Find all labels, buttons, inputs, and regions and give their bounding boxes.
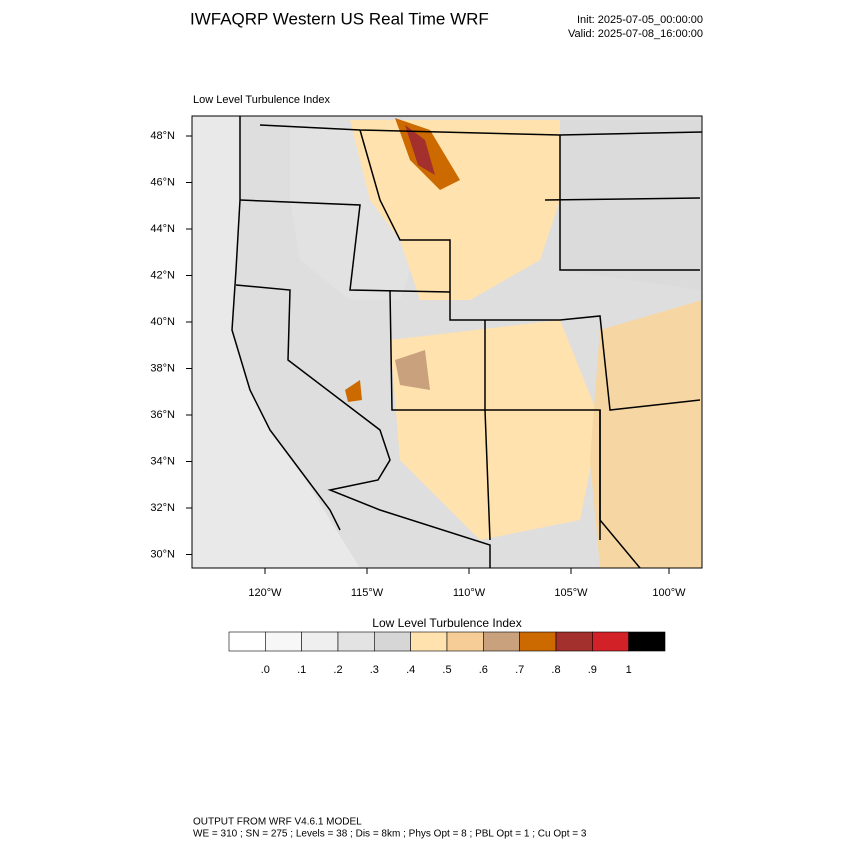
- colorbar: .0 .1 .2 .3 .4 .5 .6 .7 .8 .9 1: [228, 631, 666, 676]
- turbulence-high: [345, 380, 362, 402]
- lat-label: 32°N: [150, 502, 175, 514]
- gray-area: [560, 120, 702, 290]
- valid-time: Valid: 2025-07-08_16:00:00: [568, 28, 703, 40]
- colorbar-swatch: [592, 631, 629, 652]
- colorbar-label: 1: [626, 664, 632, 676]
- colorbar-label: .0: [261, 664, 270, 676]
- colorbar-swatch: [374, 631, 411, 652]
- colorbar-label: .6: [479, 664, 488, 676]
- axis-labels: 48°N 46°N 44°N 42°N 40°N 38°N 36°N 34°N 32°N 30°N…: [150, 130, 686, 599]
- map-label: Low Level Turbulence Index: [193, 94, 330, 106]
- colorbar-label: .2: [333, 664, 342, 676]
- colorbar-label: .1: [297, 664, 306, 676]
- map: [191, 115, 703, 569]
- gray-area: [290, 120, 420, 300]
- colorbar-title: Low Level Turbulence Index: [372, 616, 521, 630]
- lat-label: 34°N: [150, 455, 175, 467]
- lon-label: 120°W: [248, 587, 282, 599]
- turbulence-max: [405, 125, 435, 175]
- lat-label: 48°N: [150, 130, 175, 142]
- colorbar-swatch: [483, 631, 520, 652]
- colorbar-label: .7: [515, 664, 524, 676]
- colorbar-swatch: [555, 631, 593, 652]
- colorbar-swatch: [337, 631, 375, 652]
- colorbar-label: .3: [370, 664, 379, 676]
- colorbar-swatch: [410, 631, 448, 652]
- colorbar-swatch: [446, 631, 484, 652]
- lon-label: 100°W: [652, 587, 686, 599]
- lon-label: 115°W: [351, 587, 384, 599]
- borders: [231, 116, 702, 568]
- lat-label: 46°N: [150, 176, 175, 188]
- footer-settings: WE = 310 ; SN = 275 ; Levels = 38 ; Dis …: [193, 829, 587, 840]
- colorbar-label: .4: [406, 664, 415, 676]
- title: IWFAQRP Western US Real Time WRF: [190, 9, 489, 28]
- lat-label: 44°N: [150, 223, 175, 235]
- colorbar-swatch: [519, 631, 557, 652]
- lat-label: 30°N: [150, 548, 175, 560]
- turbulence-mid: [590, 300, 702, 568]
- footer-model: OUTPUT FROM WRF V4.6.1 MODEL: [193, 817, 362, 828]
- lat-label: 42°N: [150, 269, 175, 281]
- lat-label: 40°N: [150, 316, 175, 328]
- colorbar-label: .9: [588, 664, 597, 676]
- colorbar-label: .5: [442, 664, 451, 676]
- map-frame: [191, 115, 703, 569]
- turbulence-mid: [350, 120, 560, 300]
- lat-label: 36°N: [150, 409, 175, 421]
- lon-label: 105°W: [554, 587, 588, 599]
- turbulence-mid: [390, 320, 600, 540]
- colorbar-swatch: [265, 631, 302, 652]
- lat-label: 38°N: [150, 362, 175, 374]
- colorbar-swatch: [228, 631, 266, 652]
- colorbar-label: .8: [551, 664, 560, 676]
- init-time: Init: 2025-07-05_00:00:00: [577, 14, 703, 26]
- colorbar-swatch: [301, 631, 339, 652]
- lon-label: 110°W: [453, 587, 486, 599]
- turbulence-tan: [395, 350, 430, 390]
- colorbar-swatch: [628, 631, 666, 652]
